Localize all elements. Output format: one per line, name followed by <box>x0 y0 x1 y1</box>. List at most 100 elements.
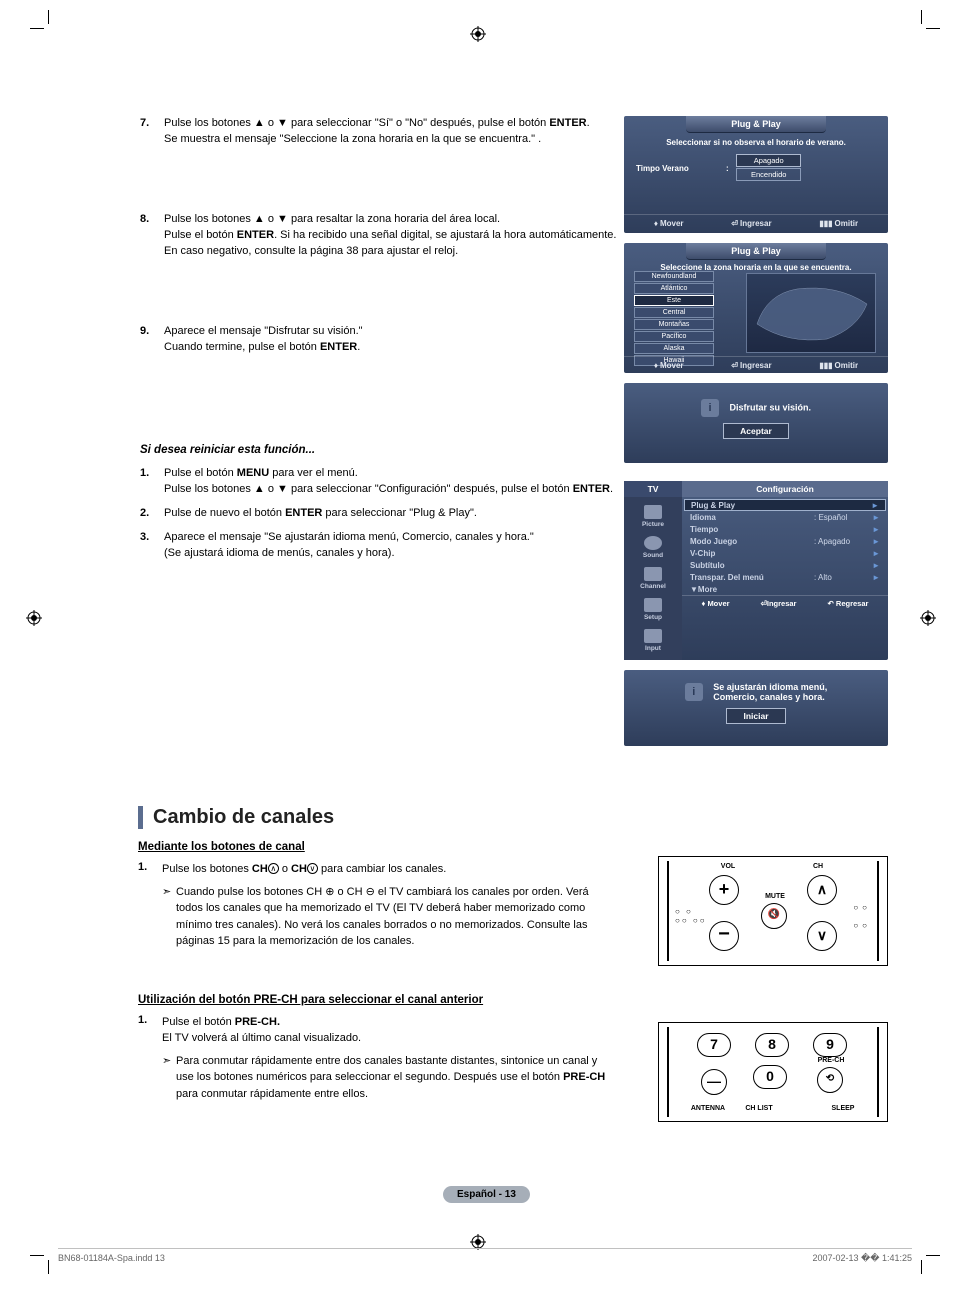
osd-timezone: Plug & Play Seleccione la zona horaria e… <box>624 243 888 373</box>
subsection-heading: Utilización del botón PRE-CH para selecc… <box>138 994 616 1006</box>
hint-move: ♦Mover <box>654 219 684 228</box>
menu-row-more[interactable]: ▼More <box>682 583 888 595</box>
up-icon: ∧ <box>268 863 279 874</box>
tv-sidebar: Picture Sound Channel Setup Input <box>624 497 682 660</box>
decorative-dots: ○○○○ <box>853 903 871 930</box>
accept-button[interactable]: Aceptar <box>723 423 789 439</box>
menu-row[interactable]: Plug & Play► <box>684 499 886 511</box>
step-number: 9. <box>140 324 164 356</box>
caret-icon: ➣ <box>162 1053 176 1103</box>
tv-menu-main: Plug & Play► Idioma: Español► Tiempo► Mo… <box>682 497 888 660</box>
hint-enter: ⏎Ingresar <box>731 219 771 228</box>
step-number: 7. <box>140 116 164 148</box>
sidebar-item-channel[interactable]: Channel <box>624 563 682 594</box>
start-button[interactable]: Iniciar <box>726 708 785 724</box>
osd-subtitle: Seleccionar si no observa el horario de … <box>624 133 888 152</box>
osd-option[interactable]: Encendido <box>736 168 801 181</box>
osd-enjoy: i Disfrutar su visión. Aceptar <box>624 383 888 463</box>
crop-mark <box>921 1260 922 1274</box>
page-frame: 7. Pulse los botones ▲ o ▼ para seleccio… <box>50 30 920 1250</box>
vol-down-button[interactable]: − <box>709 921 739 951</box>
sidebar-item-setup[interactable]: Setup <box>624 594 682 625</box>
osd-option[interactable]: Apagado <box>736 154 801 167</box>
tv-menu-header: TV Configuración <box>624 481 888 497</box>
remote-vol-ch: VOL CH + − ∧ ∨ MUTE 🔇 ○ ○○○ ○○ ○○○○ <box>658 856 888 966</box>
crop-mark <box>30 1255 44 1256</box>
prech-button[interactable]: ⟲ <box>817 1067 843 1093</box>
ch-down-button[interactable]: ∨ <box>807 921 837 951</box>
setup-icon <box>644 598 662 612</box>
mute-button[interactable]: 🔇 <box>761 903 787 929</box>
osd-column: Plug & Play Seleccionar si no observa el… <box>624 116 888 756</box>
timezone-item[interactable]: Atlántico <box>634 283 714 294</box>
hint-enter: ⏎Ingresar <box>731 361 771 370</box>
reinit-step-1: 1. Pulse el botón MENU para ver el menú.… <box>140 466 620 498</box>
crop-mark <box>921 10 922 24</box>
osd-option-row: Timpo Verano : Apagado Encendido <box>624 152 888 184</box>
menu-row[interactable]: Tiempo► <box>682 523 888 535</box>
osd-plug-play-dst: Plug & Play Seleccionar si no observa el… <box>624 116 888 233</box>
menu-row[interactable]: Subtítulo► <box>682 559 888 571</box>
reinit-step-3: 3. Aparece el mensaje "Se ajustarán idio… <box>140 530 620 562</box>
crop-mark <box>926 28 940 29</box>
menu-row[interactable]: Idioma: Español► <box>682 511 888 523</box>
footer-filename: BN68-01184A-Spa.indd 13 <box>58 1253 165 1264</box>
osd-reset-message: i Se ajustarán idioma menú, Comercio, ca… <box>624 670 888 746</box>
reinit-steps: 1. Pulse el botón MENU para ver el menú.… <box>140 466 620 562</box>
crop-mark <box>30 28 44 29</box>
osd-footer: ♦Mover ⏎Ingresar ▮▮▮Omitir <box>624 214 888 231</box>
hint-skip: ▮▮▮Omitir <box>819 361 858 370</box>
sidebar-item-sound[interactable]: Sound <box>624 532 682 563</box>
instruction-row: 1. Pulse el botón PRE-CH. El TV volverá … <box>138 1014 616 1047</box>
reinit-step-2: 2. Pulse de nuevo el botón ENTER para se… <box>140 506 620 522</box>
vol-up-button[interactable]: + <box>709 875 739 905</box>
sidebar-item-picture[interactable]: Picture <box>624 501 682 532</box>
instruction-row: 1. Pulse los botones CH∧ o CH∨ para camb… <box>138 861 616 878</box>
timezone-item[interactable]: Montañas <box>634 319 714 330</box>
dash-button[interactable]: — <box>701 1069 727 1095</box>
step-7: 7. Pulse los botones ▲ o ▼ para seleccio… <box>140 116 620 148</box>
osd-message: Disfrutar su visión. <box>729 402 811 412</box>
sidebar-item-input[interactable]: Input <box>624 625 682 656</box>
osd-title: Plug & Play <box>686 116 826 133</box>
ch-up-button[interactable]: ∧ <box>807 875 837 905</box>
timezone-item[interactable]: Este <box>634 295 714 306</box>
menu-row[interactable]: V-Chip► <box>682 547 888 559</box>
subsection-heading: Mediante los botones de canal <box>138 841 616 853</box>
remote-diagrams: VOL CH + − ∧ ∨ MUTE 🔇 ○ ○○○ ○○ ○○○○ 7 8 … <box>624 856 888 1178</box>
num-0-button[interactable]: 0 <box>753 1065 787 1089</box>
num-9-button[interactable]: 9 <box>813 1033 847 1057</box>
crop-mark <box>926 1255 940 1256</box>
tv-menu-footer: ♦ Mover ⏎Ingresar ↶ Regresar <box>682 595 888 611</box>
caret-icon: ➣ <box>162 884 176 950</box>
sound-icon <box>644 536 662 550</box>
info-icon: i <box>685 683 703 701</box>
timezone-item[interactable]: Newfoundland <box>634 271 714 282</box>
num-7-button[interactable]: 7 <box>697 1033 731 1057</box>
decorative-dots: ○ ○○○ ○○ <box>675 907 707 925</box>
menu-row[interactable]: Modo Juego: Apagado► <box>682 535 888 547</box>
timezone-item[interactable]: Alaska <box>634 343 714 354</box>
note-row: ➣ Cuando pulse los botones CH ⊕ o CH ⊖ e… <box>138 884 616 950</box>
timezone-item[interactable]: Central <box>634 307 714 318</box>
channel-icon <box>644 567 662 581</box>
print-footer: BN68-01184A-Spa.indd 13 2007-02-13 �� 1:… <box>58 1248 912 1264</box>
timezone-item[interactable]: Pacífico <box>634 331 714 342</box>
menu-row[interactable]: Transpar. Del menú: Alto► <box>682 571 888 583</box>
timezone-list: Newfoundland Atlántico Este Central Mont… <box>634 271 714 367</box>
registration-mark-icon <box>26 610 42 626</box>
section-title-bar: Cambio de canales <box>138 806 898 829</box>
osd-footer: ♦Mover ⏎Ingresar ▮▮▮Omitir <box>624 356 888 373</box>
osd-title: Plug & Play <box>686 243 826 260</box>
note-row: ➣ Para conmutar rápidamente entre dos ca… <box>138 1053 616 1103</box>
registration-mark-icon <box>920 610 936 626</box>
input-icon <box>644 629 662 643</box>
crop-mark <box>48 10 49 24</box>
step-number: 8. <box>140 212 164 260</box>
num-8-button[interactable]: 8 <box>755 1033 789 1057</box>
crop-mark <box>48 1260 49 1274</box>
timezone-map-icon <box>746 273 876 353</box>
step-8: 8. Pulse los botones ▲ o ▼ para resaltar… <box>140 212 620 260</box>
footer-timestamp: 2007-02-13 �� 1:41:25 <box>812 1253 912 1264</box>
down-icon: ∨ <box>307 863 318 874</box>
